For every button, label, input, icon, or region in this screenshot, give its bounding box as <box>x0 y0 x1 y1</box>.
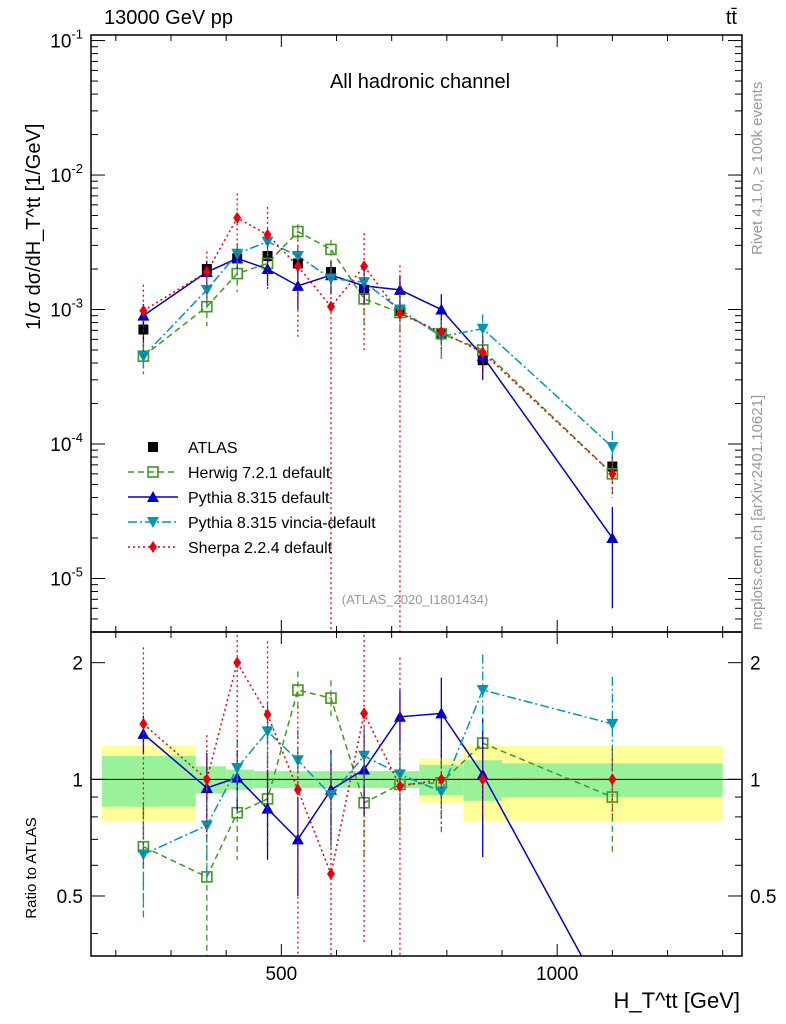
y-tick-label: 10-3 <box>50 296 83 322</box>
legend-marker <box>149 541 157 553</box>
series-markers <box>137 193 619 956</box>
ratio-y-axis-label: Ratio to ATLAS <box>23 817 40 918</box>
band-inner <box>195 766 227 794</box>
data-point <box>606 442 619 454</box>
ratio-panel-curves <box>142 660 613 956</box>
ratio-point <box>360 707 369 720</box>
data-point <box>608 467 617 480</box>
ratio-point <box>393 769 406 781</box>
data-point <box>325 243 337 256</box>
ratio-point <box>137 849 150 861</box>
ratio-point <box>231 762 244 774</box>
ratio-point <box>478 773 487 786</box>
channel-label: All hadronic channel <box>330 71 510 93</box>
series-line <box>142 230 613 475</box>
data-point <box>139 304 148 317</box>
band-inner <box>102 755 196 807</box>
ratio-frame <box>90 631 743 957</box>
mcplots-label: mcplots.cern.ch [arXiv:2401.10621] <box>749 395 766 630</box>
ratio-tick-label-right: 0.5 <box>750 887 776 908</box>
y-axis-label: 1/σ dσ/dH_T^tt [1/GeV] <box>23 124 45 330</box>
ratio-point <box>326 867 335 880</box>
legend-marker <box>148 442 158 452</box>
data-point <box>263 228 272 241</box>
ratio-point <box>325 692 337 704</box>
series-line <box>142 240 613 448</box>
ratio-point <box>476 685 489 697</box>
main-panel-markers <box>137 193 619 632</box>
ratio-point <box>608 773 617 786</box>
y-tick-label: 10-4 <box>50 430 83 456</box>
ratio-point <box>291 833 304 845</box>
data-point <box>360 260 369 273</box>
legend-label: ATLAS <box>188 440 238 457</box>
y-tick-label: 10-1 <box>50 27 83 53</box>
legend-label: Sherpa 2.2.4 default <box>188 540 333 557</box>
ratio-point <box>606 791 619 803</box>
data-point <box>293 260 302 273</box>
ratio-point <box>606 718 619 730</box>
x-tick-label: 500 <box>265 964 297 985</box>
series-lines <box>142 216 613 956</box>
analysis-id: (ATLAS_2020_I1801434) <box>342 592 488 607</box>
legend-marker <box>147 491 159 502</box>
ratio-point <box>263 708 272 721</box>
ratio-tick-label-left: 1 <box>72 770 83 791</box>
ratio-tick-label-right: 2 <box>750 654 761 675</box>
data-point <box>326 300 335 313</box>
ratio-point <box>393 710 406 722</box>
ratio-point <box>139 717 148 730</box>
data-point <box>395 307 404 320</box>
legend-label: Pythia 8.315 vincia-default <box>188 515 376 532</box>
ratio-panel-markers <box>137 632 619 956</box>
legend-label: Herwig 7.2.1 default <box>188 465 331 482</box>
data-point <box>200 284 213 296</box>
data-point <box>435 303 448 315</box>
data-point <box>606 532 619 544</box>
legend-marker <box>147 517 159 528</box>
ratio-tick-label-left: 0.5 <box>57 887 83 908</box>
ratio-tick-label-right: 1 <box>750 770 761 791</box>
axes: 500 1000 10-5 10-4 10-3 10-2 10-1 0.5 0.5 1 1 2 2 <box>50 27 776 985</box>
ratio-tick-label-left: 2 <box>72 654 83 675</box>
ratio-line <box>143 689 613 878</box>
legend: ATLAS Herwig 7.2.1 default Pythia 8.315 de… <box>128 440 376 557</box>
ratio-point <box>324 790 337 802</box>
y-tick-label: 10-5 <box>50 564 83 590</box>
ratio-point <box>291 755 304 767</box>
ratio-point <box>435 707 448 719</box>
data-point <box>437 326 446 339</box>
energy-label: 13000 GeV pp <box>104 7 233 29</box>
series-line <box>143 216 613 475</box>
data-point <box>202 266 211 279</box>
ratio-point <box>437 773 446 786</box>
legend-label: Pythia 8.315 default <box>188 490 330 507</box>
data-point <box>478 346 487 359</box>
data-point <box>233 211 242 224</box>
ratio-point <box>202 773 211 786</box>
rivet-label: Rivet 4.1.0, ≥ 100k events <box>749 82 766 255</box>
y-tick-label: 10-2 <box>50 161 83 187</box>
x-axis-label: H_T^tt [GeV] <box>614 988 740 1013</box>
ratio-point <box>395 780 404 793</box>
ratio-point <box>233 656 242 669</box>
data-point <box>393 283 406 295</box>
process-label: tt̄ <box>726 7 738 29</box>
legend-marker <box>147 466 159 478</box>
ratio-point <box>292 684 304 696</box>
ratio-point <box>293 783 302 796</box>
x-tick-label: 1000 <box>536 964 578 985</box>
data-point <box>476 323 489 335</box>
data-point <box>358 277 371 289</box>
